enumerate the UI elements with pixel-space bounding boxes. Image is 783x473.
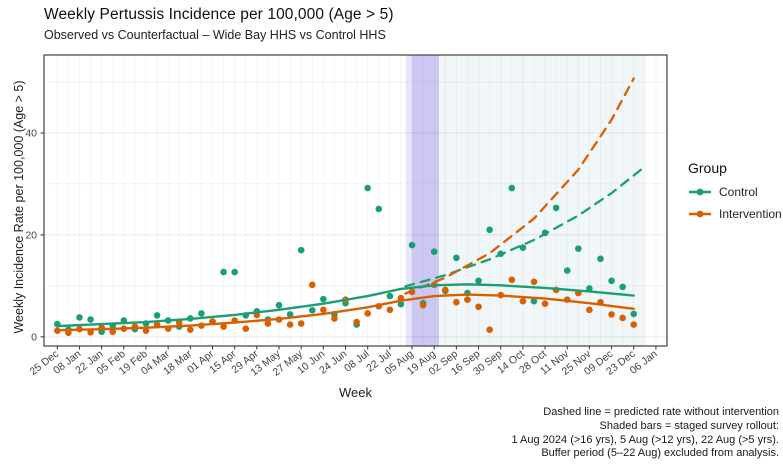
panel-border bbox=[43, 54, 668, 347]
caption-line-dashed: Dashed line = predicted rate without int… bbox=[543, 406, 779, 418]
legend-label-control: Control bbox=[719, 185, 758, 199]
smoothed-solid-line bbox=[56, 283, 635, 328]
smoothed-solid-line bbox=[56, 293, 635, 332]
counterfactual-dashed-line bbox=[404, 77, 635, 295]
shaded-region bbox=[438, 55, 645, 346]
caption-line-rollout-dates: 1 Aug 2024 (>16 yrs), 5 Aug (>12 yrs), 2… bbox=[511, 433, 779, 446]
caption-line-shaded: Shaded bars = staged survey rollout: bbox=[599, 419, 779, 432]
y-tick-label: 20 bbox=[25, 229, 37, 241]
y-axis-ticks: 0 20 40 bbox=[25, 127, 44, 343]
x-tick-label: 08 Jul bbox=[342, 348, 371, 375]
control-line-point-icon bbox=[689, 188, 711, 196]
chart-title: Weekly Pertussis Incidence per 100,000 (… bbox=[44, 6, 394, 23]
intervention-line-point-icon bbox=[689, 210, 711, 218]
y-axis-title: Weekly Incidence Rate per 100,000 (Age >… bbox=[12, 80, 26, 334]
y-tick-label: 40 bbox=[25, 127, 37, 139]
gridlines bbox=[44, 55, 667, 346]
x-axis-title: Week bbox=[339, 385, 372, 400]
y-tick-label: 0 bbox=[31, 331, 37, 343]
caption-line-buffer: Buffer period (5–22 Aug) excluded from a… bbox=[541, 447, 779, 460]
legend-label-intervention: Intervention bbox=[719, 207, 782, 221]
shaded-region bbox=[405, 55, 413, 346]
legend-item-control: Control bbox=[688, 185, 783, 199]
legend: Group Control Intervention bbox=[688, 160, 783, 229]
legend-item-intervention: Intervention bbox=[688, 207, 783, 221]
legend-title: Group bbox=[688, 160, 727, 176]
chart-caption: Dashed line = predicted rate without int… bbox=[359, 406, 779, 461]
chart-subtitle: Observed vs Counterfactual – Wide Bay HH… bbox=[44, 28, 386, 42]
counterfactual-dashed-line bbox=[404, 165, 646, 288]
